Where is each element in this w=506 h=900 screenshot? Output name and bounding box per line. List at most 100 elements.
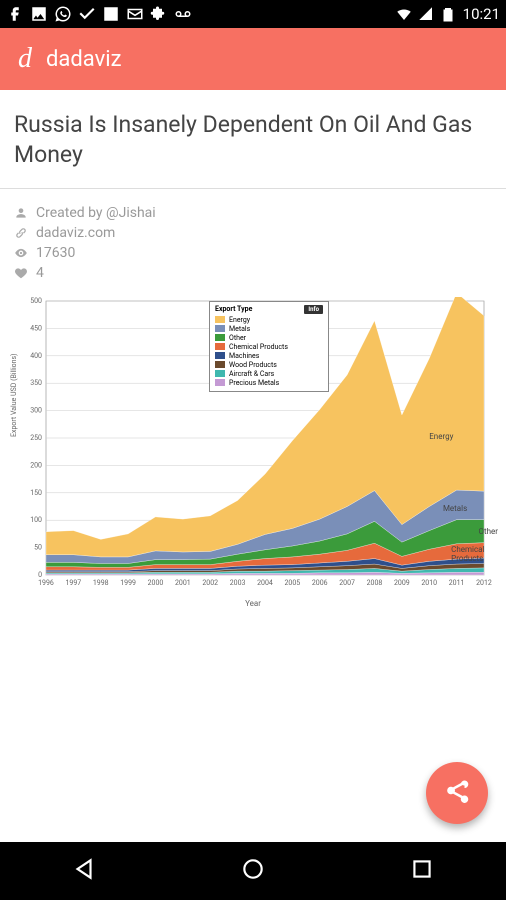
svg-text:200: 200 xyxy=(30,461,42,469)
svg-text:250: 250 xyxy=(30,434,42,442)
page-headline: Russia Is Insanely Dependent On Oil And … xyxy=(14,110,492,170)
export-chart: 0 50 100 150 200 250 300 350 400 450 500 1996 1997 19… xyxy=(14,297,492,608)
legend-info-badge[interactable]: Info xyxy=(304,305,323,314)
series-annotation: Chemical Products xyxy=(451,545,492,563)
series-annotation: Metals xyxy=(443,504,467,513)
x-axis-label: Year xyxy=(14,599,492,608)
divider xyxy=(0,188,506,189)
cell-signal-icon xyxy=(417,5,435,23)
svg-text:1998: 1998 xyxy=(93,579,109,587)
series-annotation: Energy xyxy=(429,432,453,441)
svg-text:2002: 2002 xyxy=(202,579,218,587)
svg-text:1996: 1996 xyxy=(38,579,54,587)
svg-text:2003: 2003 xyxy=(230,579,246,587)
legend-label: Chemical Products xyxy=(229,343,288,351)
svg-text:2010: 2010 xyxy=(421,579,437,587)
svg-text:450: 450 xyxy=(30,324,42,332)
svg-text:2000: 2000 xyxy=(148,579,164,587)
legend-label: Other xyxy=(229,334,246,342)
svg-text:400: 400 xyxy=(30,352,42,360)
svg-text:2004: 2004 xyxy=(257,579,273,587)
svg-text:2005: 2005 xyxy=(285,579,301,587)
app-bar: d dadaviz xyxy=(0,28,506,90)
whatsapp-icon xyxy=(54,5,72,23)
legend-label: Machines xyxy=(229,352,259,360)
heart-icon xyxy=(14,266,28,280)
legend-row: Other xyxy=(215,334,323,342)
eye-icon xyxy=(14,246,28,260)
svg-text:2011: 2011 xyxy=(449,579,465,587)
svg-text:500: 500 xyxy=(30,297,42,305)
puzzle-icon xyxy=(150,5,168,23)
legend-row: Wood Products xyxy=(215,361,323,369)
page-content: Russia Is Insanely Dependent On Oil And … xyxy=(0,90,506,842)
battery-icon xyxy=(439,5,457,23)
facebook-icon xyxy=(6,5,24,23)
nav-recent-button[interactable] xyxy=(409,856,435,886)
app-title: dadaviz xyxy=(46,47,122,72)
meta-author: Created by @Jishai xyxy=(14,205,492,221)
meta-views: 17630 xyxy=(14,245,492,261)
svg-text:2001: 2001 xyxy=(175,579,191,587)
svg-text:300: 300 xyxy=(30,406,42,414)
share-icon xyxy=(442,778,472,808)
likes-text: 4 xyxy=(36,265,44,281)
y-axis-label: Export Value USD (Billions) xyxy=(10,353,18,437)
legend-label: Metals xyxy=(229,325,250,333)
svg-text:350: 350 xyxy=(30,379,42,387)
link-icon xyxy=(14,226,28,240)
svg-text:1999: 1999 xyxy=(120,579,136,587)
series-annotation: Other xyxy=(479,527,498,536)
legend-label: Precious Metals xyxy=(229,379,279,387)
chart-legend: Export Type Info EnergyMetalsOtherChemic… xyxy=(209,301,329,392)
android-nav-bar xyxy=(0,842,506,900)
svg-text:2012: 2012 xyxy=(476,579,492,587)
legend-row: Precious Metals xyxy=(215,379,323,387)
legend-swatch xyxy=(215,343,225,350)
meta-block: Created by @Jishai dadaviz.com 17630 4 xyxy=(14,205,492,281)
svg-text:0: 0 xyxy=(38,571,42,579)
mail-icon xyxy=(126,5,144,23)
legend-label: Energy xyxy=(229,316,250,324)
svg-text:150: 150 xyxy=(30,489,42,497)
android-status-bar: 10:21 xyxy=(0,0,506,28)
legend-swatch xyxy=(215,370,225,377)
svg-text:2009: 2009 xyxy=(394,579,410,587)
svg-text:1997: 1997 xyxy=(66,579,82,587)
image-icon xyxy=(30,5,48,23)
views-text: 17630 xyxy=(36,245,75,261)
status-time: 10:21 xyxy=(463,5,500,23)
legend-row: Chemical Products xyxy=(215,343,323,351)
checkmark-icon xyxy=(78,5,96,23)
legend-row: Machines xyxy=(215,352,323,360)
legend-swatch xyxy=(215,352,225,359)
app-logo-icon: d xyxy=(18,43,32,75)
voicemail-icon xyxy=(174,5,192,23)
meta-source[interactable]: dadaviz.com xyxy=(14,225,492,241)
nav-home-button[interactable] xyxy=(240,856,266,886)
svg-text:50: 50 xyxy=(34,543,42,551)
share-fab[interactable] xyxy=(426,762,488,824)
svg-text:2006: 2006 xyxy=(312,579,328,587)
legend-swatch xyxy=(215,361,225,368)
legend-label: Aircraft & Cars xyxy=(229,370,274,378)
svg-text:100: 100 xyxy=(30,516,42,524)
user-icon xyxy=(14,206,28,220)
svg-text:2007: 2007 xyxy=(339,579,355,587)
legend-row: Metals xyxy=(215,325,323,333)
legend-swatch xyxy=(215,379,225,386)
legend-swatch xyxy=(215,334,225,341)
legend-row: Energy xyxy=(215,316,323,324)
svg-text:2008: 2008 xyxy=(367,579,383,587)
meta-likes[interactable]: 4 xyxy=(14,265,492,281)
source-text: dadaviz.com xyxy=(36,225,115,241)
legend-row: Aircraft & Cars xyxy=(215,370,323,378)
linkedin-icon xyxy=(102,5,120,23)
legend-swatch xyxy=(215,325,225,332)
author-text: Created by @Jishai xyxy=(36,205,156,221)
legend-swatch xyxy=(215,316,225,323)
wifi-icon xyxy=(395,5,413,23)
nav-back-button[interactable] xyxy=(71,856,97,886)
legend-title-text: Export Type xyxy=(215,305,252,313)
legend-label: Wood Products xyxy=(229,361,277,369)
